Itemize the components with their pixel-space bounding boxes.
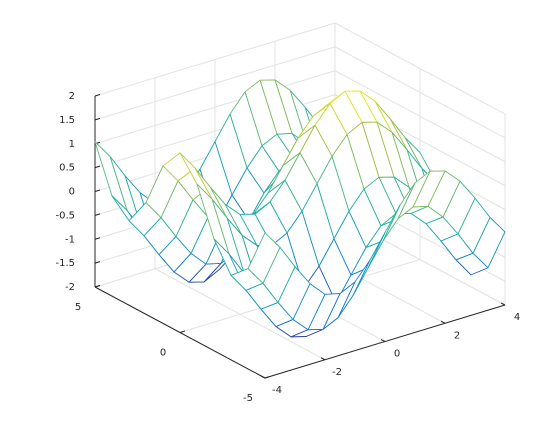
x-tick-label: 2 xyxy=(454,330,460,341)
x-tick xyxy=(380,339,386,342)
x-tick xyxy=(260,375,266,379)
z-tick xyxy=(94,261,101,264)
y-tick xyxy=(264,376,271,379)
y-tick xyxy=(179,330,186,333)
z-tick-label: -1 xyxy=(65,234,75,245)
z-tick xyxy=(94,189,101,192)
z-tick xyxy=(94,117,101,121)
z-tick xyxy=(94,165,101,169)
x-tick xyxy=(440,320,446,324)
x-tick-label: -4 xyxy=(272,385,282,396)
x-tick xyxy=(320,357,326,361)
z-tick-label: 2 xyxy=(69,91,75,102)
x-tick-label: -2 xyxy=(332,367,342,378)
z-tick-label: 0.5 xyxy=(59,163,75,174)
z-tick-label: -1.5 xyxy=(55,258,75,269)
x-tick xyxy=(500,302,506,306)
x-tick-label: 0 xyxy=(394,349,400,360)
x-tick-label: 4 xyxy=(514,312,520,323)
z-tick xyxy=(94,237,101,240)
z-tick-label: 1 xyxy=(69,139,75,150)
y-tick xyxy=(94,285,101,288)
mesh-cell xyxy=(247,232,281,284)
y-tick-label: 0 xyxy=(160,348,166,359)
y-tick-label: -5 xyxy=(243,393,253,404)
z-tick-label: 1.5 xyxy=(59,115,75,126)
z-tick-label: -2 xyxy=(65,282,75,293)
z-tick-label: -0.5 xyxy=(55,210,75,221)
z-tick xyxy=(94,94,101,97)
y-tick-label: 5 xyxy=(75,302,81,313)
z-tick xyxy=(94,213,101,216)
z-tick-label: 0 xyxy=(69,187,75,198)
